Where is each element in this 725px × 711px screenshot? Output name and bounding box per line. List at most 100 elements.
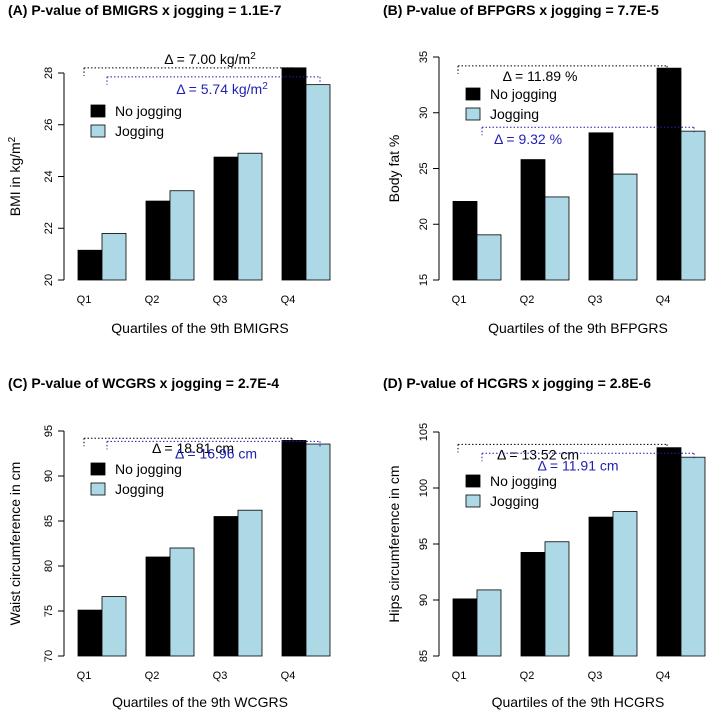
y-tick-label: 80 <box>43 560 55 572</box>
bar-q1-jogging <box>476 589 502 657</box>
y-tick-label: 26 <box>43 119 55 131</box>
bar-q1-no-jogging <box>77 609 103 657</box>
x-tick-label: Q2 <box>520 670 535 682</box>
y-tick-label: 20 <box>418 218 430 230</box>
y-axis-label: Hips circumference in cm <box>386 465 402 622</box>
x-axis-label: Quartiles of the 9th BFPGRS <box>488 320 668 336</box>
y-tick-label: 90 <box>418 594 430 606</box>
y-tick-label: 90 <box>43 470 55 482</box>
legend-swatch-jogging <box>90 482 106 496</box>
bar-q4-jogging <box>680 456 706 657</box>
x-tick-label: Q1 <box>452 670 467 682</box>
x-tick-label: Q1 <box>77 294 92 306</box>
bar-q1-no-jogging <box>452 598 478 657</box>
chart-title: (B) P-value of BFPGRS x jogging = 7.7E-5 <box>383 2 659 18</box>
legend-label-jogging: Jogging <box>490 493 539 509</box>
chart-title: (C) P-value of WCGRS x jogging = 2.7E-4 <box>8 375 279 391</box>
y-tick-label: 24 <box>43 170 55 182</box>
legend-label-jogging: Jogging <box>490 106 539 122</box>
bar-q1-jogging <box>101 596 127 657</box>
x-tick-label: Q3 <box>588 294 603 306</box>
legend-swatch-no-jogging <box>465 474 481 488</box>
legend-label-no-jogging: No jogging <box>115 103 182 119</box>
y-tick-label: 85 <box>43 515 55 527</box>
bar-q2-jogging <box>544 541 570 657</box>
delta-label-no-jogging: Δ = 7.00 kg/m2 <box>164 51 256 67</box>
y-tick-label: 105 <box>418 423 430 441</box>
x-tick-label: Q2 <box>145 294 160 306</box>
x-axis-label: Quartiles of the 9th HCGRS <box>492 694 665 710</box>
legend-swatch-no-jogging <box>90 462 106 476</box>
x-tick-label: Q2 <box>145 670 160 682</box>
bar-q1-jogging <box>101 233 127 281</box>
legend-label-jogging: Jogging <box>115 481 164 497</box>
bar-q3-no-jogging <box>588 516 614 657</box>
y-tick-label: 85 <box>418 650 430 662</box>
delta-label-jogging: Δ = 11.91 cm <box>537 457 618 473</box>
y-tick-label: 25 <box>418 162 430 174</box>
delta-label-no-jogging: Δ = 18.81 cm <box>152 440 234 456</box>
bar-q2-no-jogging <box>145 200 171 281</box>
bar-q1-jogging <box>476 234 502 281</box>
x-tick-label: Q4 <box>656 670 671 682</box>
y-axis-label: BMI in kg/m2 <box>7 136 23 216</box>
y-tick-label: 30 <box>418 107 430 119</box>
legend-swatch-jogging <box>465 494 481 508</box>
legend-swatch-no-jogging <box>465 87 481 101</box>
bar-q1-no-jogging <box>452 200 478 281</box>
delta-label-jogging: Δ = 5.74 kg/m2 <box>176 81 268 97</box>
chart-title: (D) P-value of HCGRS x jogging = 2.8E-6 <box>383 375 651 391</box>
delta-label-no-jogging: Δ = 11.89 % <box>503 68 578 84</box>
y-tick-label: 75 <box>43 605 55 617</box>
bar-q4-no-jogging <box>281 67 307 281</box>
delta-label-jogging: Δ = 16.96 cm <box>175 445 257 461</box>
x-tick-label: Q3 <box>213 294 228 306</box>
legend-swatch-jogging <box>465 107 481 121</box>
y-tick-label: 100 <box>418 479 430 497</box>
bar-q2-no-jogging <box>145 556 171 657</box>
x-tick-label: Q1 <box>452 294 467 306</box>
legend-label-no-jogging: No jogging <box>490 473 557 489</box>
x-tick-label: Q4 <box>656 294 671 306</box>
bar-q2-no-jogging <box>520 552 546 657</box>
bar-q4-no-jogging <box>281 440 307 657</box>
x-tick-label: Q3 <box>588 670 603 682</box>
bar-q3-jogging <box>612 173 638 281</box>
y-tick-label: 28 <box>43 67 55 79</box>
chart-panel-3: (C) P-value of WCGRS x jogging = 2.7E-4 7… <box>7 375 331 710</box>
delta-label-no-jogging: Δ = 13.52 cm <box>497 446 579 462</box>
x-tick-label: Q3 <box>213 670 228 682</box>
x-tick-label: Q2 <box>520 294 535 306</box>
bar-q4-jogging <box>305 84 331 281</box>
y-tick-label: 95 <box>43 425 55 437</box>
bar-q2-jogging <box>544 196 570 281</box>
y-tick-label: 35 <box>418 51 430 63</box>
bar-q3-no-jogging <box>213 516 239 657</box>
bar-q4-jogging <box>680 130 706 281</box>
bar-q3-no-jogging <box>213 156 239 281</box>
chart-panel-4: (D) P-value of HCGRS x jogging = 2.8E-6 8… <box>383 375 706 710</box>
bar-q3-jogging <box>612 511 638 657</box>
bar-q4-no-jogging <box>656 67 682 281</box>
y-axis-label: Body fat % <box>386 135 402 203</box>
y-axis-label: Waist circumference in cm <box>7 462 23 626</box>
legend-label-no-jogging: No jogging <box>490 86 557 102</box>
legend-label-no-jogging: No jogging <box>115 461 182 477</box>
legend-swatch-jogging <box>90 124 106 138</box>
x-tick-label: Q1 <box>77 670 92 682</box>
legend-swatch-no-jogging <box>90 104 106 118</box>
legend-label-jogging: Jogging <box>115 123 164 139</box>
y-tick-label: 20 <box>43 274 55 286</box>
bar-q3-jogging <box>237 509 263 657</box>
bar-q2-no-jogging <box>520 159 546 281</box>
chart-panel-1: (A) P-value of BMIGRS x jogging = 1.1E-7… <box>7 2 331 336</box>
bar-q2-jogging <box>169 190 195 281</box>
x-axis-label: Quartiles of the 9th BMIGRS <box>111 320 288 336</box>
bar-q3-jogging <box>237 152 263 281</box>
bar-q4-no-jogging <box>656 447 682 657</box>
chart-title: (A) P-value of BMIGRS x jogging = 1.1E-7 <box>8 2 282 18</box>
x-axis-label: Quartiles of the 9th WCGRS <box>112 694 288 710</box>
y-tick-label: 22 <box>43 222 55 234</box>
y-tick-label: 15 <box>418 274 430 286</box>
